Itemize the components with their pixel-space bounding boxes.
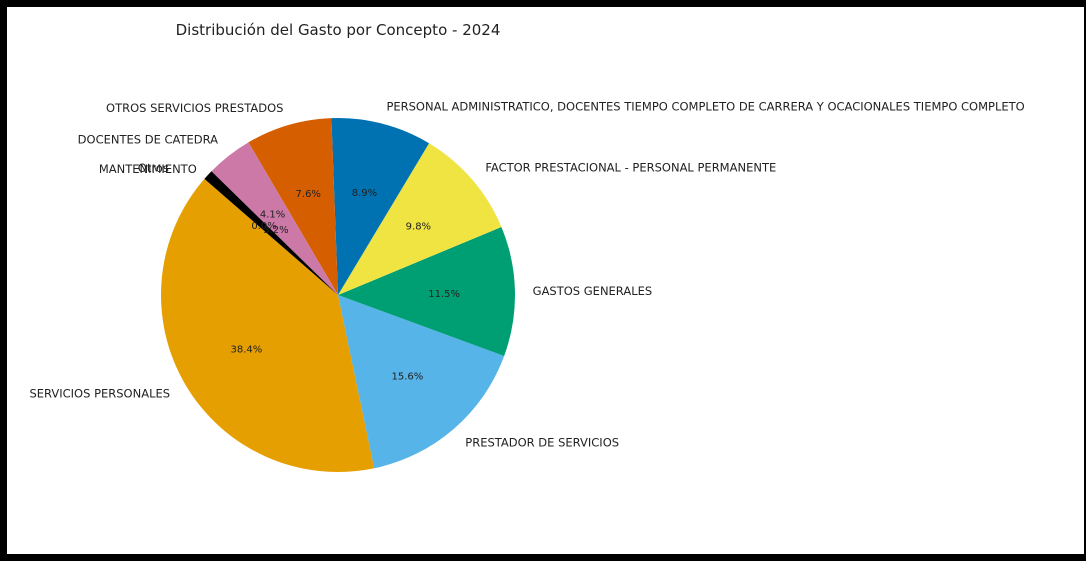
slice-label-6: DOCENTES DE CATEDRA xyxy=(78,133,219,147)
slice-label-2: GASTOS GENERALES xyxy=(533,284,653,298)
pie-slice-1 xyxy=(338,295,505,469)
slice-percent-label-1: 15.6% xyxy=(392,371,424,382)
slice-percent-label-0: 38.4% xyxy=(231,345,263,356)
chart-title: Distribución del Gasto por Concepto - 20… xyxy=(176,21,501,39)
slice-percent-label-4: 8.9% xyxy=(352,188,377,199)
slice-percent-label-2: 11.5% xyxy=(428,289,460,300)
slice-label-7: MANTENIMIENTO xyxy=(99,162,197,176)
slice-percent-label-7: 0.0% xyxy=(251,221,276,232)
pie-slice-6 xyxy=(211,142,338,295)
slice-label-8: Otros xyxy=(138,161,169,175)
pie-chart: Distribución del Gasto por Concepto - 20… xyxy=(29,21,1025,473)
pie-slice-5 xyxy=(248,118,338,295)
slice-label-5: OTROS SERVICIOS PRESTADOS xyxy=(106,101,283,115)
pie-slice-8 xyxy=(204,171,338,295)
pie-slice-2 xyxy=(338,226,515,357)
slice-percent-label-8: 3.2% xyxy=(263,225,288,236)
slice-label-3: FACTOR PRESTACIONAL - PERSONAL PERMANENT… xyxy=(485,161,776,175)
slice-label-4: PERSONAL ADMINISTRATICO, DOCENTES TIEMPO… xyxy=(386,99,1024,113)
slice-percent-label-5: 7.6% xyxy=(296,189,321,200)
slice-percent-label-3: 9.8% xyxy=(406,222,431,233)
pie-slice-4 xyxy=(331,118,430,295)
slice-label-0: SERVICIOS PERSONALES xyxy=(29,387,170,401)
pie-slice-3 xyxy=(338,143,502,295)
slice-percent-label-6: 4.1% xyxy=(260,209,285,220)
chart-frame: Distribución del Gasto por Concepto - 20… xyxy=(7,7,1084,554)
slice-label-1: PRESTADOR DE SERVICIOS xyxy=(465,435,619,449)
pie-slice-0 xyxy=(160,178,375,473)
